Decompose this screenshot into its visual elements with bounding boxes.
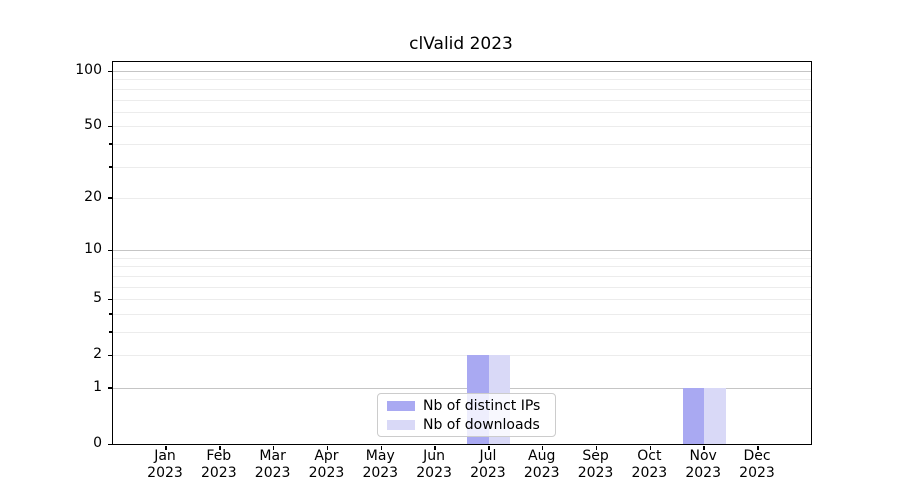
gridline-major <box>113 387 811 389</box>
gridline-minor <box>113 331 811 333</box>
y-axis-tick <box>107 298 112 301</box>
gridline-minor <box>113 266 811 268</box>
gridline-minor <box>113 257 811 259</box>
x-tick-label: Jun 2023 <box>416 448 452 481</box>
gridline-minor <box>113 111 811 113</box>
bar-distinct-ips <box>682 387 705 444</box>
bar-downloads <box>704 387 726 444</box>
x-axis-tick <box>703 446 705 450</box>
gridline-minor <box>113 88 811 90</box>
x-tick-label: Jan 2023 <box>147 448 183 481</box>
y-axis-tick <box>107 70 112 73</box>
y-axis-tick <box>107 125 112 128</box>
x-tick-label: Dec 2023 <box>739 448 775 481</box>
gridline-minor <box>113 355 811 357</box>
x-tick-label: Nov 2023 <box>685 448 721 481</box>
x-tick-label: Oct 2023 <box>631 448 668 481</box>
gridline-minor <box>113 166 811 168</box>
gridline-major <box>113 71 811 73</box>
y-tick-label: 50 <box>84 117 102 134</box>
y-axis-tick <box>107 249 112 252</box>
legend-item-downloads: Nb of downloads <box>387 417 546 433</box>
legend: Nb of distinct IPs Nb of downloads <box>377 393 556 437</box>
legend-label-downloads: Nb of downloads <box>423 416 540 433</box>
x-axis-tick <box>757 446 759 450</box>
gridline-minor <box>113 313 811 315</box>
y-tick-label: 20 <box>84 188 102 205</box>
gridline-minor <box>113 79 811 81</box>
x-axis-tick <box>380 446 383 450</box>
gridline-minor <box>113 299 811 301</box>
y-tick-label: 2 <box>93 346 102 363</box>
y-tick-label: 5 <box>93 290 102 307</box>
x-axis-tick <box>541 446 544 450</box>
y-tick-label: 0 <box>93 435 102 451</box>
y-axis-minor-tick <box>109 313 112 315</box>
legend-item-distinct-ips: Nb of distinct IPs <box>387 398 546 414</box>
gridline-minor <box>113 197 811 199</box>
x-tick-label: Sep 2023 <box>577 448 614 481</box>
x-axis-tick <box>165 446 167 450</box>
x-axis-tick <box>649 446 652 450</box>
x-tick-label: May 2023 <box>362 448 399 481</box>
x-tick-label: Apr 2023 <box>308 448 345 481</box>
gridline-minor <box>113 286 811 288</box>
chart-title: clValid 2023 <box>409 34 513 54</box>
x-tick-label: Aug 2023 <box>523 448 560 481</box>
x-axis-tick <box>272 446 275 450</box>
x-tick-label: Jul 2023 <box>470 448 506 481</box>
plot-area <box>107 61 812 450</box>
y-axis-minor-tick <box>109 143 112 145</box>
gridline-minor <box>113 126 811 128</box>
x-axis-tick <box>219 446 221 450</box>
x-axis-tick <box>434 446 436 450</box>
gridline-major <box>113 250 811 252</box>
y-tick-label: 1 <box>93 378 102 395</box>
gridline-minor <box>113 143 811 145</box>
y-axis-minor-tick <box>109 166 112 168</box>
y-axis-tick <box>107 354 112 357</box>
y-tick-label: 100 <box>75 62 102 79</box>
x-axis-tick <box>326 446 329 450</box>
x-tick-label: Mar 2023 <box>254 448 291 481</box>
x-axis-tick <box>595 446 598 450</box>
y-tick-label: 10 <box>84 241 102 258</box>
gridline-minor <box>113 275 811 277</box>
legend-swatch-distinct-ips <box>387 400 415 411</box>
legend-swatch-downloads <box>387 419 415 430</box>
y-axis-minor-tick <box>109 331 112 333</box>
x-tick-label: Feb 2023 <box>200 448 237 481</box>
gridline-minor <box>113 99 811 101</box>
y-axis-tick <box>107 387 112 389</box>
legend-label-distinct-ips: Nb of distinct IPs <box>423 397 541 414</box>
x-axis-tick <box>488 446 490 450</box>
y-axis-tick <box>107 443 112 445</box>
y-axis-tick <box>107 197 112 199</box>
